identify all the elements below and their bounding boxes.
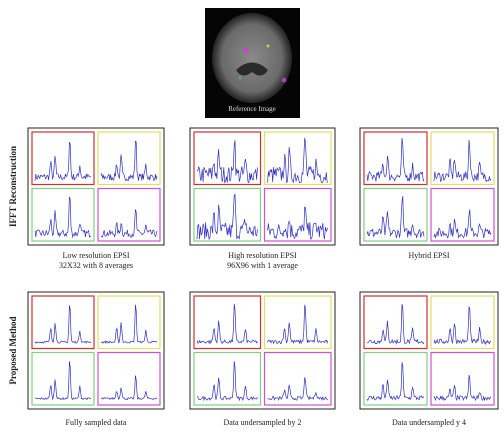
voxel-box xyxy=(193,295,262,350)
panel xyxy=(189,127,336,246)
spectrum xyxy=(267,377,329,402)
panel-caption: 96X96 with 1 average xyxy=(227,261,298,270)
voxel-box xyxy=(97,351,161,406)
voxel-box xyxy=(31,131,95,186)
voxel-box xyxy=(263,295,332,350)
spectrum xyxy=(433,305,491,345)
spectrum xyxy=(196,193,258,241)
panel-caption: High resolution EPSI xyxy=(228,251,297,260)
panel xyxy=(359,127,499,246)
spectrum xyxy=(100,375,158,401)
voxel-box xyxy=(430,187,495,242)
row-label: Proposed Method xyxy=(8,316,18,384)
row-label: IFFT Reconstruction xyxy=(8,146,18,227)
voxel-box xyxy=(31,295,95,350)
spectrum xyxy=(34,361,92,401)
spectrum xyxy=(196,303,258,345)
spectrum xyxy=(100,304,158,344)
voxel-box xyxy=(430,131,495,186)
panel-caption: Data undersampled by 2 xyxy=(224,418,302,427)
spectrum xyxy=(267,137,329,184)
spectrum xyxy=(100,209,158,238)
spectrum xyxy=(267,206,329,240)
voxel-box xyxy=(363,295,428,350)
voxel-box xyxy=(97,295,161,350)
voxel-box xyxy=(263,187,332,242)
spectrum xyxy=(196,361,258,402)
panel-caption: Fully sampled data xyxy=(66,418,127,427)
panel xyxy=(27,127,165,246)
panel-caption: Data undersampled y 4 xyxy=(392,418,466,427)
panel-caption: Low resolution EPSI xyxy=(62,251,129,260)
voxel-box xyxy=(193,131,262,186)
spectrum xyxy=(433,374,492,402)
spectrum xyxy=(366,137,425,182)
panel-caption: 32X32 with 8 averages xyxy=(59,261,133,270)
spectrum xyxy=(433,209,492,239)
spectrum xyxy=(34,196,92,239)
spectrum xyxy=(366,196,425,239)
spectrum xyxy=(34,305,92,344)
reference-image: Reference Image xyxy=(205,8,300,118)
spectrum xyxy=(367,304,425,345)
voxel-box xyxy=(363,351,428,406)
spectrum xyxy=(100,140,158,182)
spectrum xyxy=(433,139,492,183)
spectrum xyxy=(366,362,425,402)
panel xyxy=(359,291,499,410)
voxel-box xyxy=(31,351,95,406)
voxel-box xyxy=(193,351,262,406)
reference-caption: Reference Image xyxy=(228,105,276,113)
spectrum xyxy=(34,141,92,181)
voxel-box xyxy=(97,187,161,242)
spectrum xyxy=(196,140,258,184)
voxel-box xyxy=(97,131,161,186)
panel xyxy=(27,291,165,410)
spectrum xyxy=(267,304,329,345)
panel xyxy=(189,291,336,410)
panel-caption: Hybrid EPSI xyxy=(408,251,449,260)
